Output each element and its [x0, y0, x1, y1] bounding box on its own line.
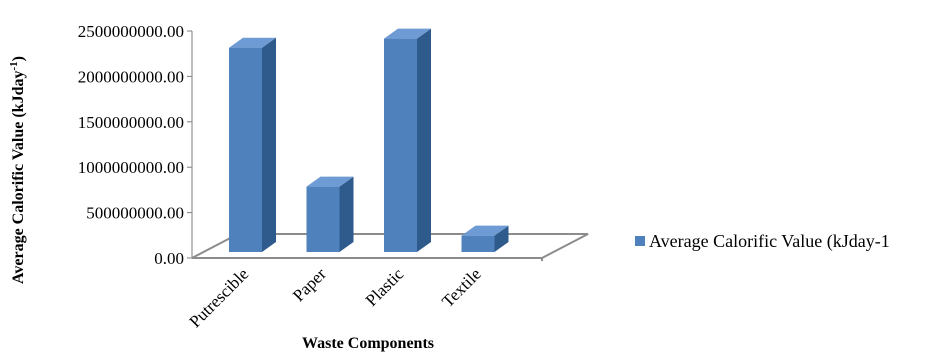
- y-axis-title-main: Average Calorific Value (kJday: [10, 71, 27, 284]
- bar-front: [384, 38, 417, 253]
- y-axis-title-suffix: ): [10, 56, 27, 61]
- bar: [384, 28, 431, 253]
- bar-front: [306, 186, 340, 252]
- bar-top: [306, 176, 354, 187]
- y-tick-label: 1500000000.00: [78, 113, 184, 132]
- bar-top: [384, 28, 431, 39]
- y-tick-label: 1000000000.00: [78, 158, 184, 177]
- category-label: Putrescible: [185, 264, 252, 331]
- y-tick-label: 2000000000.00: [78, 67, 184, 86]
- x-axis-title: Waste Components: [302, 335, 434, 352]
- category-label: Textile: [438, 264, 485, 311]
- bar: [461, 225, 509, 252]
- y-tick-label: 500000000.00: [86, 204, 184, 223]
- bar: [229, 37, 276, 253]
- y-axis-title: Average Calorific Value (kJday-1): [8, 56, 27, 284]
- legend-label: Average Calorific Value (kJday-1: [649, 231, 890, 252]
- y-tick-label: 2500000000.00: [78, 22, 184, 41]
- bar-front: [461, 235, 495, 252]
- category-labels: Putrescible Paper Plastic Textile: [185, 264, 484, 331]
- bar-top: [229, 37, 276, 48]
- bar-side: [494, 225, 509, 252]
- y-axis-title-superscript: -1: [8, 61, 20, 70]
- bar-side: [339, 176, 354, 252]
- legend-swatch: [635, 236, 645, 246]
- bar-side: [262, 37, 276, 253]
- legend: Average Calorific Value (kJday-1: [635, 231, 890, 252]
- bar-side: [417, 28, 431, 253]
- bars: [229, 28, 509, 253]
- y-axis-ticks: 0.00 500000000.00 1000000000.00 1500000000.…: [78, 22, 193, 268]
- category-label: Plastic: [362, 264, 408, 310]
- bar-front: [229, 47, 262, 253]
- y-tick-label: 0.00: [154, 249, 184, 268]
- bar-top: [461, 225, 509, 236]
- category-label: Paper: [289, 264, 330, 305]
- bar: [306, 176, 354, 252]
